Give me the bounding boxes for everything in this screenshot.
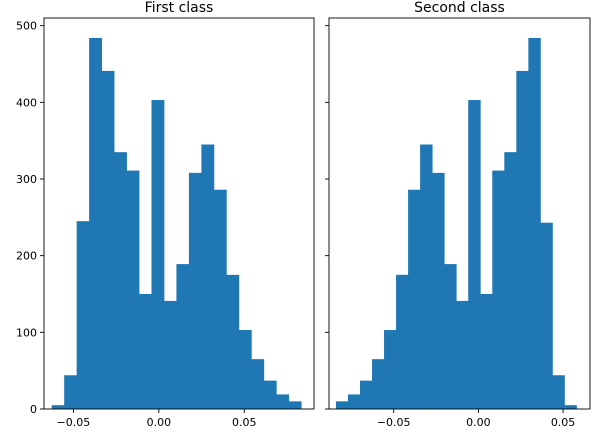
second-class-bar: [528, 37, 541, 409]
first-class-bar: [89, 37, 102, 409]
second-class-bar: [480, 294, 493, 409]
first-class-y-tick-label: 100: [16, 326, 37, 339]
first-class-bar: [64, 375, 78, 409]
first-class-title: First class: [145, 0, 214, 16]
first-class-y-tick-label: 200: [16, 250, 37, 263]
first-class-bar: [51, 405, 65, 409]
first-class-x-tick-label: 0.05: [232, 416, 257, 429]
first-class-bar: [126, 170, 140, 409]
second-class-bar: [384, 330, 397, 409]
first-class-panel: First class −0.05 0.00 0.05 0 100 200 300 400 5…: [16, 0, 315, 429]
second-class-bar: [444, 264, 457, 409]
first-class-y-tick-label: 500: [16, 20, 37, 33]
second-class-x-tick-label: 0.05: [551, 416, 576, 429]
first-class-y-tick-label: 300: [16, 173, 37, 186]
second-class-plot-frame: [328, 17, 591, 410]
second-class-bar: [420, 144, 433, 409]
second-class-bar: [335, 401, 349, 409]
first-class-bar: [226, 274, 240, 409]
second-class-bar: [396, 274, 409, 409]
second-class-bar: [347, 394, 361, 409]
second-class-x-tick-label: −0.05: [377, 416, 411, 429]
second-class-bar: [468, 100, 481, 410]
first-class-bar: [139, 294, 152, 409]
first-class-bar: [176, 264, 190, 409]
second-class-x-tick-label: 0.00: [466, 416, 491, 429]
second-class-bar: [516, 70, 529, 410]
first-class-bar: [238, 330, 252, 409]
first-class-y-tick-label: 0: [30, 403, 37, 416]
second-class-bar: [408, 189, 421, 409]
second-class-bar: [432, 172, 445, 409]
first-class-x-tick-label: −0.05: [57, 416, 91, 429]
first-class-y-ticks: 0 100 200 300 400 500: [16, 20, 44, 416]
second-class-bar: [552, 375, 565, 409]
second-class-title: Second class: [414, 0, 505, 16]
first-class-bar: [213, 189, 227, 409]
first-class-x-tick-label: 0.00: [147, 416, 172, 429]
second-class-bar: [456, 300, 469, 409]
first-class-bar: [288, 401, 302, 409]
second-class-bars: [335, 37, 577, 410]
first-class-bar: [101, 70, 115, 410]
second-class-bar: [359, 380, 373, 409]
first-class-x-ticks: −0.05 0.00 0.05: [57, 409, 257, 429]
second-class-bar: [504, 152, 517, 409]
first-class-bar: [163, 300, 177, 409]
second-class-bar: [492, 170, 505, 409]
first-class-y-tick-label: 400: [16, 96, 37, 109]
first-class-bar: [251, 359, 265, 409]
first-class-bar: [151, 100, 165, 410]
second-class-y-ticks: [325, 25, 329, 410]
first-class-bar: [276, 394, 290, 409]
second-class-bar: [564, 405, 577, 409]
second-class-bar: [372, 359, 385, 409]
second-class-x-ticks: −0.05 0.00 0.05: [377, 409, 575, 429]
second-class-panel: Second class −0.05 0.00 0.05: [325, 0, 591, 429]
first-class-bar: [114, 152, 127, 409]
first-class-bar: [201, 144, 215, 409]
second-class-bar: [540, 222, 553, 409]
first-class-bars: [51, 37, 302, 410]
first-class-plot-frame: [43, 17, 315, 410]
first-class-bar: [263, 380, 277, 409]
first-class-bar: [188, 172, 202, 409]
first-class-bar: [76, 221, 90, 409]
